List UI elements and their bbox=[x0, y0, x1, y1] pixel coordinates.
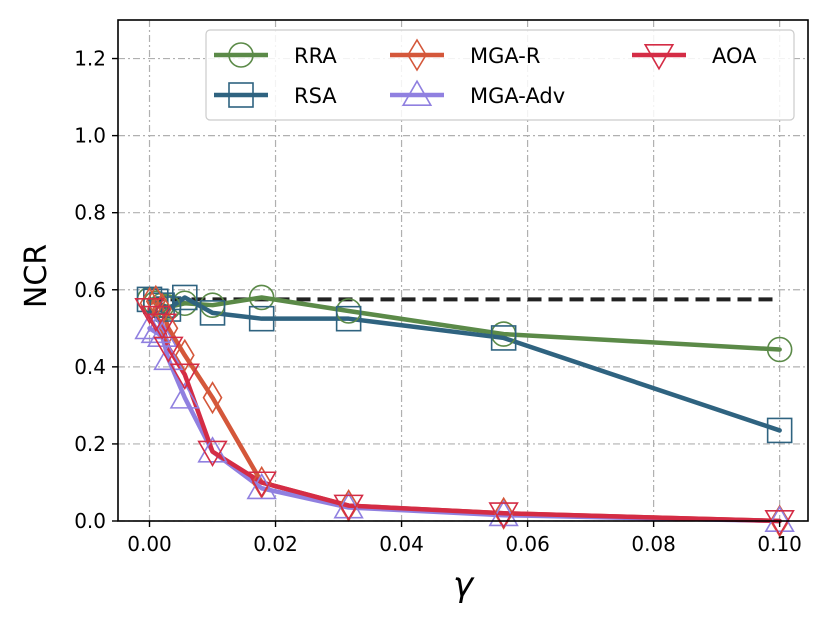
data-point-mga-adv bbox=[246, 472, 277, 500]
x-ticks: 0.00 0.02 0.04 0.06 0.08 0.10 bbox=[127, 521, 802, 556]
y-tick-label: 0.2 bbox=[74, 432, 106, 456]
data-point-mga-r bbox=[174, 338, 195, 372]
legend-label: AOA bbox=[712, 44, 757, 68]
data-point-mga-adv bbox=[153, 343, 184, 371]
data-point-aoa bbox=[488, 502, 519, 529]
data-point-mga-adv bbox=[146, 320, 178, 348]
x-tick-label: 0.04 bbox=[379, 532, 424, 556]
data-point-aoa bbox=[134, 298, 165, 325]
y-tick-label: 0.4 bbox=[74, 355, 106, 379]
x-tick-label: 0.00 bbox=[127, 532, 172, 556]
data-point-rsa bbox=[766, 417, 793, 444]
data-point-rra bbox=[248, 284, 275, 311]
y-tick-label: 1.0 bbox=[74, 124, 106, 148]
series-markers-rra bbox=[136, 284, 793, 363]
data-point-mga-adv bbox=[140, 316, 171, 344]
legend-swatch-marker bbox=[228, 82, 254, 108]
data-point-aoa bbox=[140, 305, 171, 333]
legend-swatch-marker bbox=[407, 38, 427, 72]
x-tick-label: 0.02 bbox=[253, 532, 298, 556]
series-markers-rsa bbox=[136, 284, 793, 444]
x-tick-label: 0.08 bbox=[631, 532, 676, 556]
data-point-mga-r bbox=[145, 284, 166, 318]
data-point-rsa bbox=[171, 284, 198, 311]
data-point-rsa bbox=[335, 305, 362, 332]
data-point-aoa bbox=[153, 336, 184, 363]
data-point-aoa bbox=[246, 471, 277, 498]
data-point-mga-adv bbox=[197, 436, 228, 463]
data-point-rsa bbox=[248, 305, 275, 332]
legend-swatch-marker bbox=[401, 79, 433, 106]
data-point-aoa bbox=[333, 494, 364, 521]
data-point-mga-adv bbox=[488, 499, 519, 527]
legend-swatch-marker bbox=[643, 43, 675, 71]
legend: RRA RSA MGA-R MGA-Adv AOA bbox=[205, 29, 795, 121]
data-point-aoa bbox=[197, 440, 228, 468]
legend-label: RRA bbox=[294, 44, 337, 68]
data-point-mga-adv bbox=[333, 492, 364, 519]
x-tick-label: 0.06 bbox=[505, 532, 550, 556]
data-point-rsa bbox=[199, 300, 226, 326]
data-point-mga-adv bbox=[764, 505, 795, 533]
legend-label: RSA bbox=[294, 84, 337, 108]
y-tick-label: 1.2 bbox=[74, 47, 106, 71]
data-point-rra bbox=[766, 336, 793, 363]
series-markers bbox=[134, 284, 795, 538]
series-line-mga-adv bbox=[147, 326, 782, 524]
series-lines bbox=[147, 295, 782, 524]
data-point-rsa bbox=[490, 325, 517, 351]
legend-box bbox=[205, 29, 795, 121]
data-point-aoa bbox=[169, 363, 200, 390]
series-markers-mga-r bbox=[139, 284, 790, 538]
y-ticks: 0.0 0.2 0.4 0.6 0.8 1.0 1.2 bbox=[74, 47, 118, 533]
series-line-rra bbox=[147, 295, 782, 352]
data-point-aoa bbox=[764, 509, 795, 537]
legend-item-mga-r: MGA-R bbox=[390, 38, 540, 72]
y-tick-label: 0.6 bbox=[74, 278, 106, 302]
data-point-mga-adv bbox=[134, 312, 165, 340]
series-markers-mga-adv bbox=[134, 312, 795, 533]
y-axis-label: NCR bbox=[19, 244, 54, 308]
y-tick-label: 0.0 bbox=[74, 509, 106, 533]
data-point-mga-adv bbox=[169, 382, 200, 409]
data-point-mga-r bbox=[202, 381, 223, 415]
legend-swatch-marker bbox=[228, 42, 254, 68]
y-tick-label: 0.8 bbox=[74, 201, 106, 225]
x-axis-label: γ bbox=[453, 565, 475, 605]
series-line-aoa bbox=[147, 306, 782, 524]
legend-item-rsa: RSA bbox=[214, 82, 337, 108]
legend-item-aoa: AOA bbox=[632, 43, 757, 71]
series-line-rsa bbox=[147, 295, 782, 433]
x-tick-label: 0.10 bbox=[757, 532, 802, 556]
data-point-aoa bbox=[146, 313, 178, 340]
plot-frame bbox=[117, 19, 809, 522]
series-markers-aoa bbox=[134, 298, 795, 537]
legend-item-rra: RRA bbox=[214, 42, 337, 68]
legend-label: MGA-Adv bbox=[470, 84, 565, 108]
legend-label: MGA-R bbox=[470, 44, 540, 68]
legend-item-mga-adv: MGA-Adv bbox=[390, 79, 565, 108]
